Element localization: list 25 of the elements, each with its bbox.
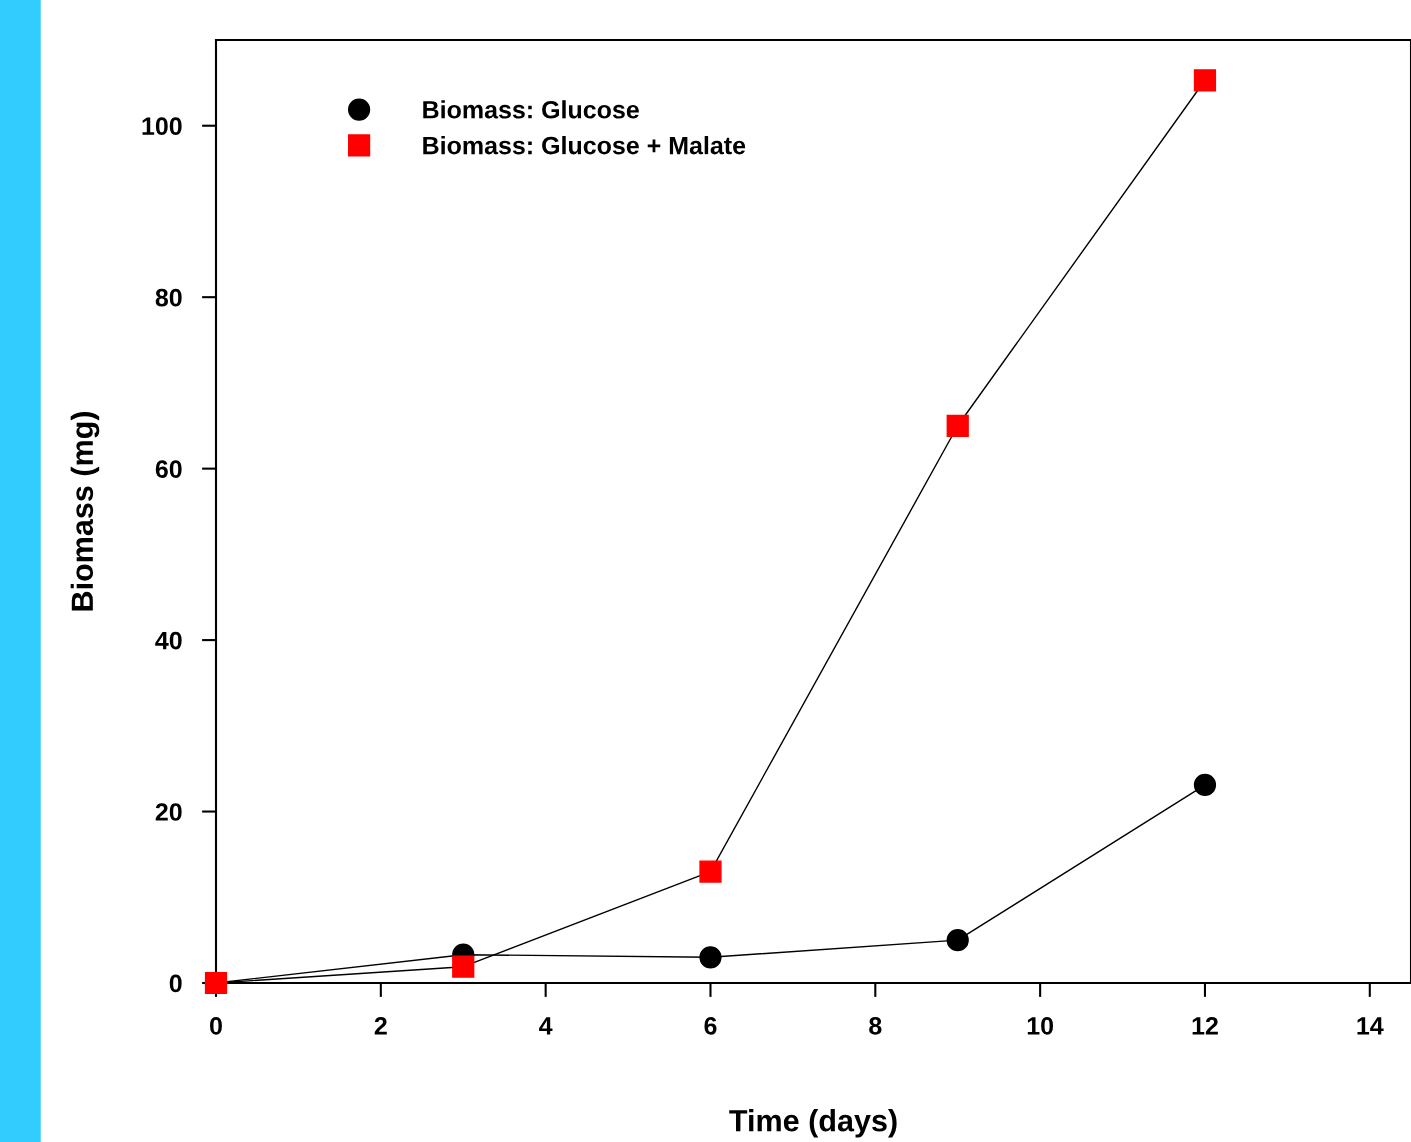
y-tick-label: 0 <box>169 974 182 993</box>
y-tick-label: 20 <box>155 803 182 821</box>
legend-label: Biomass: Glucose <box>423 100 639 119</box>
y-tick-label: 80 <box>155 288 182 307</box>
point <box>1193 773 1217 797</box>
x-axis-title: Time (days) <box>729 1109 897 1138</box>
point <box>699 860 722 883</box>
point <box>946 414 969 437</box>
x-tick-label: 10 <box>1027 1016 1054 1035</box>
x-tick-label: 14 <box>1357 1017 1384 1035</box>
point <box>452 955 475 978</box>
y-axis-title: Biomass (mg) <box>70 411 100 611</box>
y-tick-label: 100 <box>142 117 182 136</box>
point <box>699 946 722 969</box>
x-tick-label: 12 <box>1192 1016 1218 1035</box>
x-tick-label: 6 <box>704 1016 717 1035</box>
x-tick-label: 0 <box>210 1016 222 1035</box>
y-tick-label: 40 <box>155 631 182 650</box>
x-tick-label: 8 <box>869 1016 882 1035</box>
legend-label: Biomass: Glucose + Malate <box>423 136 746 155</box>
point <box>1193 69 1217 92</box>
x-tick-label: 4 <box>539 1017 553 1035</box>
y-tick-label: 60 <box>155 460 182 478</box>
point <box>946 929 969 952</box>
x-tick-label: 2 <box>374 1016 387 1035</box>
